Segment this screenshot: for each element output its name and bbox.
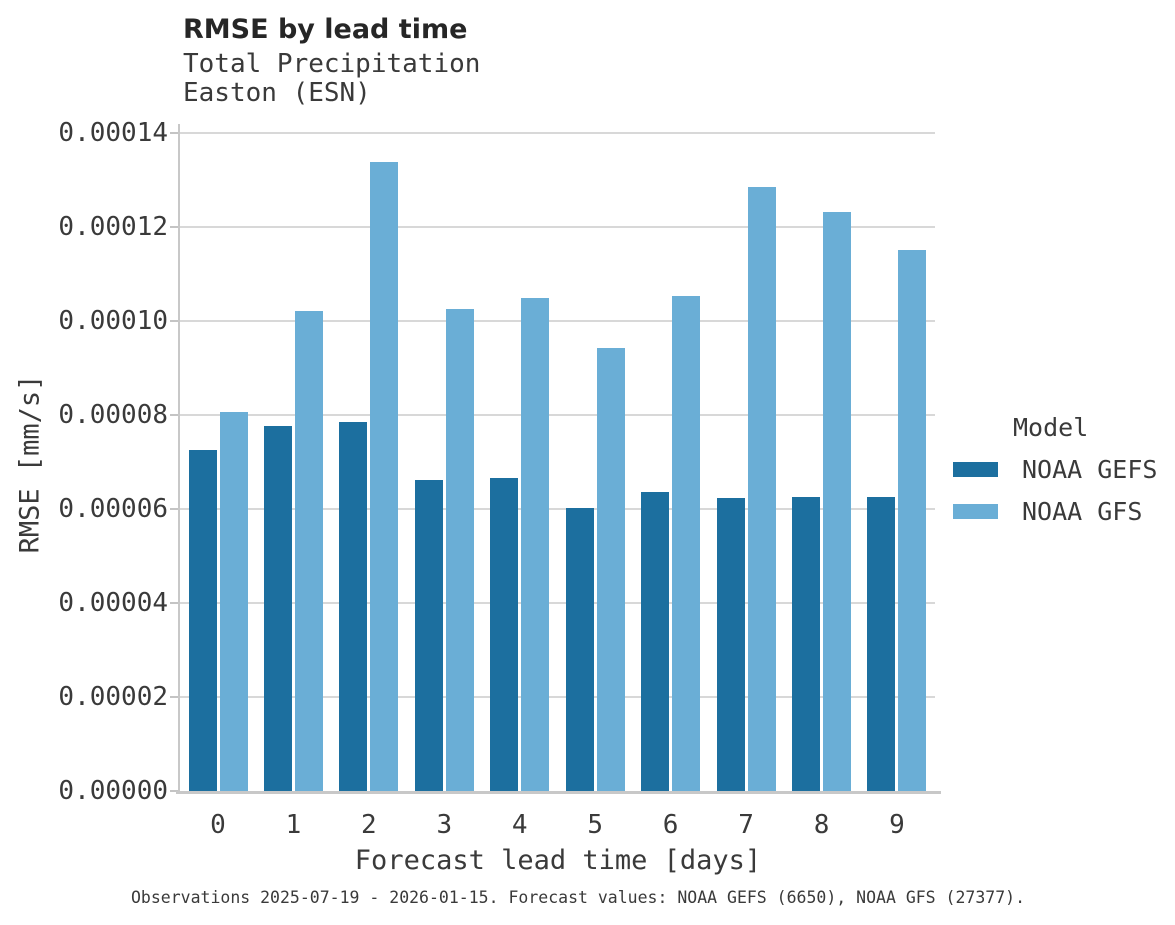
x-tick-label: 9 [889,810,905,840]
x-tick-label: 8 [813,810,830,840]
y-tick-mark [170,319,178,322]
bar-noaa-gefs-day-1 [263,426,292,791]
y-tick-label: 0.00002 [58,681,168,712]
bar-noaa-gfs-day-9 [898,249,927,791]
bar-noaa-gefs-day-3 [414,479,443,791]
bar-noaa-gfs-day-1 [294,310,323,791]
legend-swatch [953,462,998,477]
gridline [180,507,935,510]
legend-item-noaa-gefs: NOAA GEFS [953,455,1157,484]
gridline [180,225,935,228]
gridline [180,131,935,134]
x-tick-label: 5 [587,810,604,840]
y-tick-label: 0.00014 [58,117,168,148]
chart-subtitle: Total Precipitation Easton (ESN) [183,50,480,108]
bar-noaa-gefs-day-7 [716,498,745,791]
gridline [180,695,935,698]
bar-noaa-gfs-day-8 [823,211,852,791]
x-tick-label: 4 [511,810,528,840]
y-tick-label: 0.00010 [58,305,168,336]
y-tick-label: 0.00012 [58,211,168,242]
y-tick-mark [170,601,178,604]
y-axis-title: RMSE [mm/s] [14,374,46,554]
gridline [180,319,935,322]
bar-noaa-gfs-day-3 [445,308,474,791]
legend-label: NOAA GFS [1022,497,1143,526]
legend-label: NOAA GEFS [1022,455,1158,484]
legend-item-noaa-gfs: NOAA GFS [953,497,1157,526]
bar-noaa-gefs-day-2 [339,422,368,791]
bar-noaa-gefs-day-9 [867,497,896,791]
x-tick-label: 1 [285,810,302,840]
bar-noaa-gfs-day-4 [521,298,550,791]
x-axis-title: Forecast lead time [days] [354,845,762,876]
gridline [180,601,935,604]
chart-title: RMSE by lead time [183,14,468,45]
legend: Model NOAA GEFS NOAA GFS [953,413,1157,526]
x-tick-label: 2 [361,810,377,840]
y-tick-mark [170,413,178,416]
y-tick-mark [170,695,178,698]
y-tick-mark [170,131,178,134]
gridline [180,413,935,416]
y-tick-mark [170,225,178,228]
y-axis-spine [178,124,180,793]
x-tick-label: 7 [738,810,754,840]
bar-noaa-gfs-day-5 [596,348,625,791]
y-tick-mark [170,790,178,792]
bar-noaa-gfs-day-7 [747,186,776,791]
legend-swatch [953,504,998,519]
x-tick-label: 6 [662,810,679,840]
caption: Observations 2025-07-19 - 2026-01-15. Fo… [130,888,1026,907]
bar-noaa-gfs-day-0 [219,411,248,791]
bar-noaa-gfs-day-6 [672,295,701,791]
bar-noaa-gefs-day-8 [792,496,821,791]
bar-noaa-gefs-day-4 [490,478,519,791]
bar-noaa-gfs-day-2 [370,161,399,791]
subtitle-variable: Total Precipitation [183,49,481,79]
bar-noaa-gefs-day-5 [565,507,594,791]
x-tick-label: 0 [210,810,226,840]
y-tick-label: 0.00008 [58,399,168,430]
bar-noaa-gefs-day-0 [188,449,217,791]
y-tick-label: 0.00004 [58,587,168,618]
y-tick-label: 0.00006 [58,493,168,524]
legend-title: Model [1013,413,1089,442]
x-axis-spine [176,791,941,794]
subtitle-station: Easton (ESN) [183,78,371,108]
bar-noaa-gefs-day-6 [641,492,670,791]
legend-items: NOAA GEFS NOAA GFS [953,455,1157,526]
x-tick-label: 3 [436,810,453,840]
y-tick-mark [170,507,178,510]
y-tick-label: 0.00000 [58,776,168,806]
